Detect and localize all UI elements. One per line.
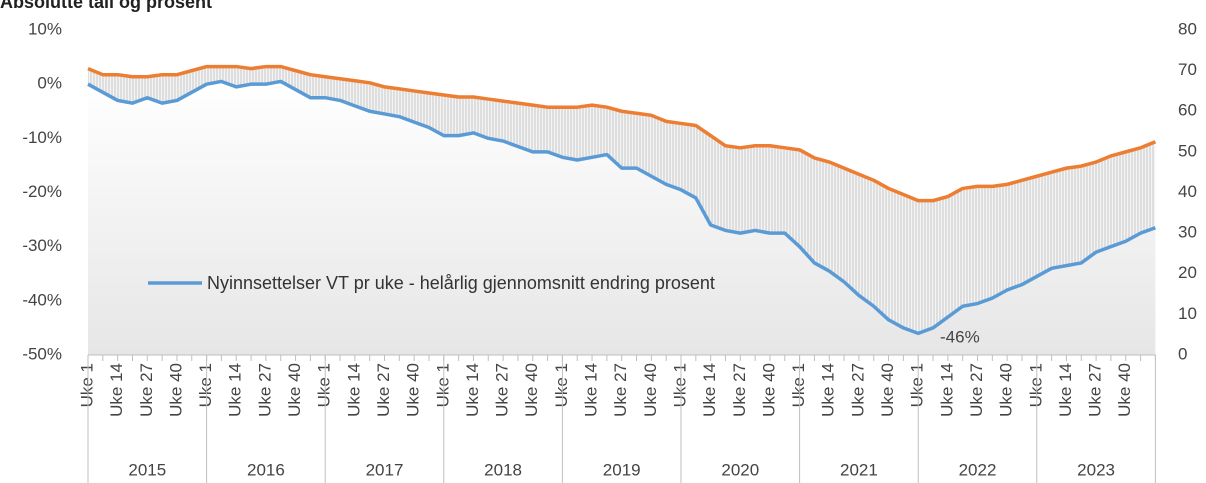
x-tick-label: Uke 1 <box>552 363 571 407</box>
x-tick-label: Uke 1 <box>196 363 215 407</box>
x-tick-label: Uke 1 <box>433 363 452 407</box>
y-tick-label: -40% <box>22 290 62 309</box>
x-tick-label: Uke 40 <box>404 363 423 417</box>
group-label: 2017 <box>366 460 404 479</box>
area-fill <box>88 81 1156 355</box>
y-tick-label: 0% <box>37 74 62 93</box>
y-tick-label: -30% <box>22 236 62 255</box>
x-tick-label: Uke 40 <box>1115 363 1134 417</box>
x-tick-label: Uke 1 <box>315 363 334 407</box>
x-tick-label: Uke 27 <box>967 363 986 417</box>
x-tick-label: Uke 40 <box>166 363 185 417</box>
group-label: 2019 <box>603 460 641 479</box>
x-tick-label: Uke 40 <box>759 363 778 417</box>
annotation: -46% <box>940 327 980 346</box>
y-tick-label: -10% <box>22 128 62 147</box>
group-label: 2023 <box>1077 460 1115 479</box>
x-tick-label: Uke 14 <box>937 363 956 417</box>
x-tick-label: Uke 40 <box>641 363 660 417</box>
x-tick-label: Uke 1 <box>670 363 689 407</box>
x-tick-label: Uke 27 <box>1086 363 1105 417</box>
y2-tick-label: 50 <box>1178 141 1197 160</box>
x-tick-label: Uke 27 <box>611 363 630 417</box>
group-label: 2021 <box>840 460 878 479</box>
x-tick-label: Uke 40 <box>878 363 897 417</box>
y2-tick-label: 0 <box>1178 344 1187 363</box>
x-tick-label: Uke 27 <box>730 363 749 417</box>
group-label: 2018 <box>484 460 522 479</box>
x-tick-label: Uke 27 <box>137 363 156 417</box>
legend-label: Nyinnsettelser VT pr uke - helårlig gjen… <box>207 273 715 293</box>
x-tick-label: Uke 1 <box>1026 363 1045 407</box>
y2-tick-label: 20 <box>1178 263 1197 282</box>
x-tick-label: Uke 14 <box>226 363 245 417</box>
x-tick-label: Uke 27 <box>493 363 512 417</box>
x-tick-label: Uke 40 <box>285 363 304 417</box>
y-tick-label: -20% <box>22 182 62 201</box>
y2-tick-label: 70 <box>1178 60 1197 79</box>
y2-tick-label: 60 <box>1178 101 1197 120</box>
chart-title: Absolutte tall og prosent <box>0 0 212 12</box>
x-tick-label: Uke 14 <box>1056 363 1075 417</box>
x-tick-label: Uke 27 <box>848 363 867 417</box>
x-tick-label: Uke 1 <box>789 363 808 407</box>
group-label: 2015 <box>128 460 166 479</box>
y2-tick-label: 10 <box>1178 304 1197 323</box>
x-tick-label: Uke 14 <box>700 363 719 417</box>
group-label: 2016 <box>247 460 285 479</box>
x-tick-label: Uke 40 <box>522 363 541 417</box>
x-tick-label: Uke 1 <box>77 363 96 407</box>
group-label: 2022 <box>959 460 997 479</box>
x-tick-label: Uke 27 <box>374 363 393 417</box>
y-tick-label: 10% <box>28 19 62 38</box>
y2-tick-label: 30 <box>1178 223 1197 242</box>
y2-tick-label: 40 <box>1178 182 1197 201</box>
x-tick-label: Uke 14 <box>819 363 838 417</box>
y-tick-label: -50% <box>22 344 62 363</box>
line <box>87 64 1157 203</box>
group-label: 2020 <box>721 460 759 479</box>
band-fill <box>88 66 1156 334</box>
x-tick-label: Uke 27 <box>255 363 274 417</box>
x-tick-label: Uke 14 <box>107 363 126 417</box>
x-tick-label: Uke 14 <box>463 363 482 417</box>
x-tick-label: Uke 1 <box>908 363 927 407</box>
x-tick-label: Uke 14 <box>344 363 363 417</box>
line <box>87 79 1157 336</box>
y2-tick-label: 80 <box>1178 19 1197 38</box>
x-tick-label: Uke 40 <box>997 363 1016 417</box>
x-tick-label: Uke 14 <box>582 363 601 417</box>
